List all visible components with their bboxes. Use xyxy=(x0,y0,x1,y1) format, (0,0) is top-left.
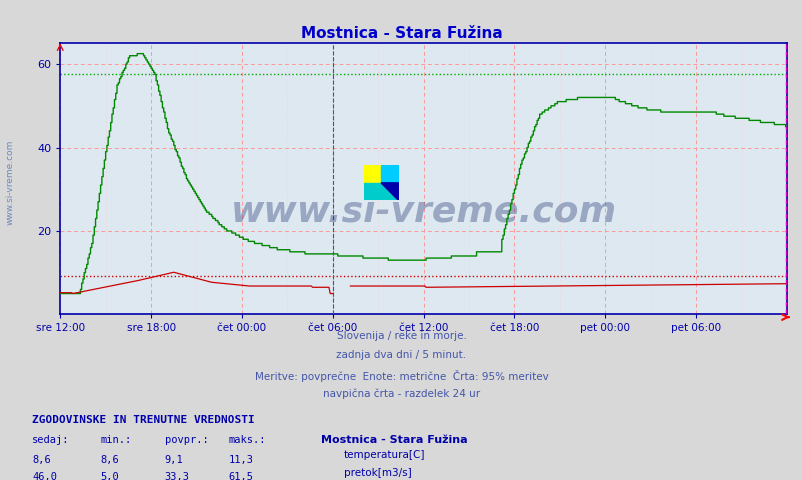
Text: sedaj:: sedaj: xyxy=(32,435,70,445)
Text: 5,0: 5,0 xyxy=(100,472,119,480)
Text: min.:: min.: xyxy=(100,435,132,445)
Text: 33,3: 33,3 xyxy=(164,472,189,480)
Text: temperatura[C]: temperatura[C] xyxy=(343,450,424,460)
Text: ZGODOVINSKE IN TRENUTNE VREDNOSTI: ZGODOVINSKE IN TRENUTNE VREDNOSTI xyxy=(32,415,254,425)
Text: 46,0: 46,0 xyxy=(32,472,57,480)
Text: navpična črta - razdelek 24 ur: navpična črta - razdelek 24 ur xyxy=(322,389,480,399)
Text: 8,6: 8,6 xyxy=(32,455,51,465)
Text: 11,3: 11,3 xyxy=(229,455,253,465)
Bar xyxy=(381,165,398,183)
Text: pretok[m3/s]: pretok[m3/s] xyxy=(343,468,411,479)
Text: 61,5: 61,5 xyxy=(229,472,253,480)
Text: www.si-vreme.com: www.si-vreme.com xyxy=(230,194,616,228)
Text: zadnja dva dni / 5 minut.: zadnja dva dni / 5 minut. xyxy=(336,350,466,360)
Text: Mostnica - Stara Fužina: Mostnica - Stara Fužina xyxy=(321,435,468,445)
Text: Meritve: povprečne  Enote: metrične  Črta: 95% meritev: Meritve: povprečne Enote: metrične Črta:… xyxy=(254,370,548,382)
Text: maks.:: maks.: xyxy=(229,435,266,445)
Text: Mostnica - Stara Fužina: Mostnica - Stara Fužina xyxy=(300,26,502,41)
Text: www.si-vreme.com: www.si-vreme.com xyxy=(5,140,14,225)
Text: 8,6: 8,6 xyxy=(100,455,119,465)
Bar xyxy=(363,165,381,183)
Text: 9,1: 9,1 xyxy=(164,455,183,465)
Text: Slovenija / reke in morje.: Slovenija / reke in morje. xyxy=(336,331,466,341)
Text: povpr.:: povpr.: xyxy=(164,435,208,445)
Polygon shape xyxy=(363,183,398,201)
Polygon shape xyxy=(381,183,398,201)
